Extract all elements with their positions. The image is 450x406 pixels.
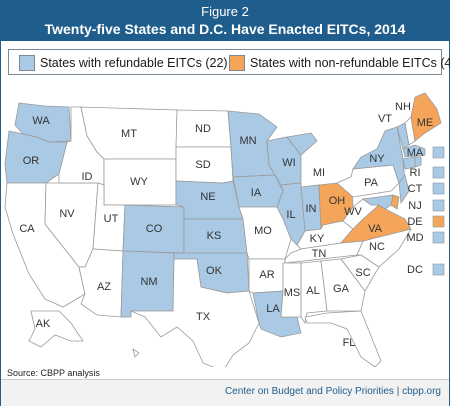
- state-ny: [352, 126, 406, 184]
- state-hi: [132, 348, 140, 358]
- small-state-swatch-nj: [432, 199, 445, 212]
- small-state-swatch-ri: [432, 166, 445, 179]
- state-label-mo: MO: [254, 225, 272, 237]
- state-label-co: CO: [146, 223, 163, 235]
- footer: Center on Budget and Policy Priorities |…: [1, 379, 449, 406]
- state-label-or: OR: [23, 155, 40, 167]
- state-label-ia: IA: [251, 187, 262, 199]
- state-ga: [320, 258, 366, 312]
- state-fl: [304, 310, 382, 367]
- us-map: WA OR CA NV ID MT WY UT AZ CO NM ND SD NE KS OK TX MN IA MO…: [4, 92, 445, 367]
- state-me: [410, 92, 442, 142]
- state-label-pa: PA: [364, 177, 379, 189]
- state-label-ms: MS: [284, 287, 301, 299]
- state-label-nm: NM: [140, 276, 157, 288]
- state-label-wv: WV: [344, 206, 362, 218]
- small-state-label-ma: MA: [407, 147, 424, 159]
- state-label-ne: NE: [200, 191, 215, 203]
- state-label-ak: AK: [36, 318, 51, 330]
- state-md: [361, 194, 394, 210]
- state-label-me: ME: [417, 117, 434, 129]
- state-nj: [398, 174, 410, 205]
- state-ri: [414, 156, 422, 168]
- state-label-ky: KY: [310, 233, 325, 245]
- state-label-ks: KS: [207, 230, 222, 242]
- small-state-label-dc: DC: [407, 264, 423, 276]
- figure-label: Figure 2: [201, 4, 249, 19]
- state-label-la: LA: [266, 303, 280, 315]
- state-label-ar: AR: [259, 269, 274, 281]
- footer-credit: Center on Budget and Policy Priorities |…: [224, 386, 441, 397]
- state-label-nd: ND: [195, 123, 211, 135]
- state-label-nv: NV: [59, 208, 75, 220]
- state-label-az: AZ: [97, 281, 111, 293]
- state-label-tn: TN: [312, 248, 327, 260]
- small-state-swatch-dc: [432, 263, 445, 276]
- small-state-label-ct: CT: [408, 183, 423, 195]
- state-ms: [280, 262, 302, 318]
- state-label-mi: MI: [313, 167, 325, 179]
- state-label-ny: NY: [369, 153, 385, 165]
- state-ak: [28, 310, 84, 348]
- small-state-label-ri: RI: [410, 167, 421, 179]
- state-label-ga: GA: [333, 283, 350, 295]
- small-state-label-nj: NJ: [408, 200, 421, 212]
- state-label-sc: SC: [355, 267, 370, 279]
- small-state-swatch-ma: [432, 146, 445, 159]
- state-label-vt: VT: [378, 113, 392, 125]
- legend-label-nonrefundable: States with non-refundable EITCs (4): [250, 56, 450, 70]
- state-labels: WA OR CA NV ID MT WY UT AZ CO NM ND SD NE KS OK TX MN IA MO…: [19, 101, 433, 367]
- state-label-nc: NC: [369, 241, 385, 253]
- state-label-ok: OK: [206, 265, 223, 277]
- state-mi: [286, 132, 318, 156]
- state-label-id: ID: [82, 171, 93, 183]
- state-label-wa: WA: [32, 115, 50, 127]
- state-tx: [130, 258, 260, 367]
- state-label-oh: OH: [329, 195, 346, 207]
- legend: States with refundable EITCs (22) States…: [8, 49, 450, 75]
- small-state-swatch-md: [432, 231, 445, 244]
- state-label-sd: SD: [195, 159, 210, 171]
- legend-label-refundable: States with refundable EITCs (22): [40, 56, 228, 70]
- legend-swatch-nonrefundable: [229, 55, 245, 71]
- state-label-tx: TX: [196, 311, 211, 323]
- state-label-ut: UT: [104, 213, 119, 225]
- legend-item-nonrefundable: States with non-refundable EITCs (4): [229, 54, 450, 72]
- state-label-ca: CA: [19, 223, 35, 235]
- legend-item-refundable: States with refundable EITCs (22): [19, 54, 228, 72]
- state-label-nh: NH: [395, 101, 411, 113]
- figure-header: Figure 2 Twenty-five States and D.C. Hav…: [1, 1, 449, 41]
- state-label-va: VA: [368, 223, 383, 235]
- legend-swatch-refundable: [19, 55, 35, 71]
- small-state-swatch-de: [432, 215, 445, 228]
- small-state-label-de: DE: [407, 216, 422, 228]
- small-state-label-md: MD: [406, 232, 423, 244]
- state-label-mn: MN: [239, 135, 256, 147]
- state-label-mt: MT: [121, 128, 137, 140]
- state-label-wi: WI: [282, 157, 295, 169]
- figure-title: Twenty-five States and D.C. Have Enacted…: [44, 21, 406, 37]
- small-state-swatch-ct: [432, 182, 445, 195]
- state-label-al: AL: [306, 285, 319, 297]
- state-label-il: IL: [286, 209, 295, 221]
- state-label-in: IN: [306, 203, 317, 215]
- small-state-list: MA RI CT NJ DE MD DC: [406, 146, 445, 276]
- state-label-fl: FL: [343, 337, 356, 349]
- state-label-wy: WY: [130, 176, 148, 188]
- state-ma: [402, 144, 426, 158]
- source-note: Source: CBPP analysis: [7, 368, 100, 378]
